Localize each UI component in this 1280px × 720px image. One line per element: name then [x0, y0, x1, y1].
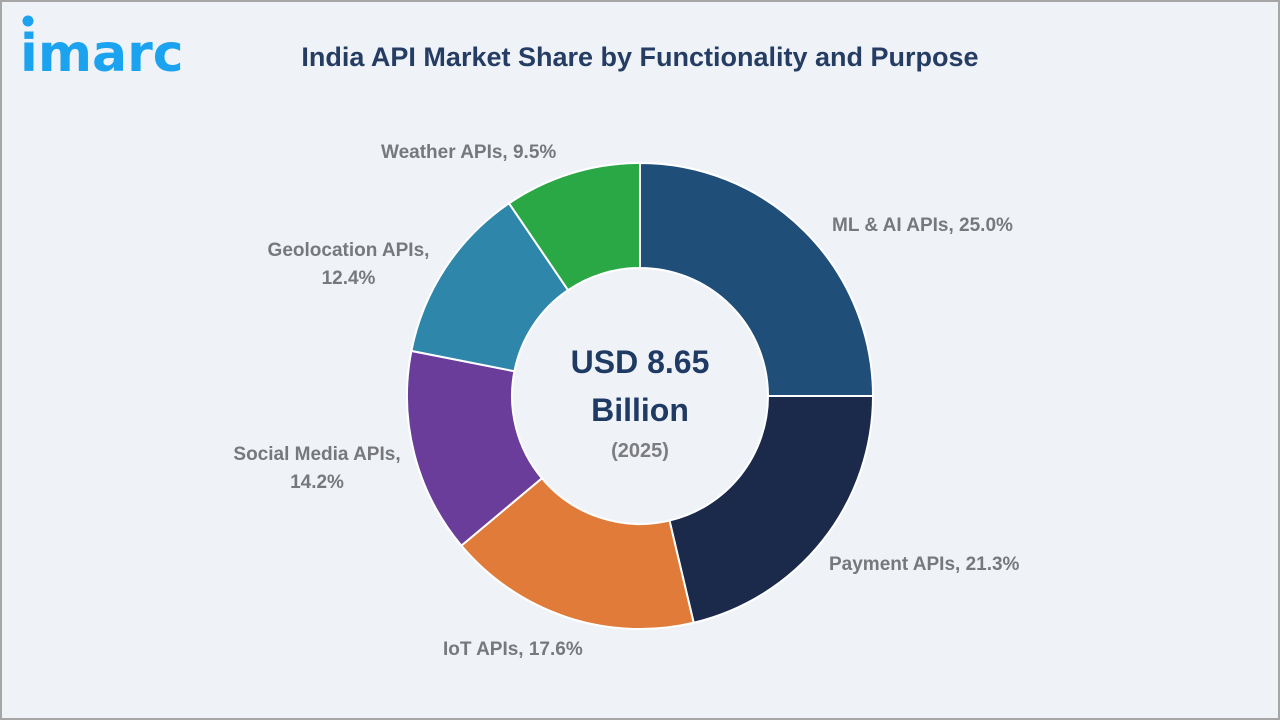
label-geo-line1: Geolocation APIs, — [267, 240, 430, 261]
label-payment-apis: Payment APIs, 21.3% — [829, 554, 1020, 575]
slice-ml-ai-apis — [639, 161, 875, 397]
label-ml-ai-apis: ML & AI APIs, 25.0% — [832, 215, 1013, 236]
imarc-logo-icon: imarc — [20, 15, 184, 78]
center-value-line2: Billion — [591, 392, 689, 428]
slice-iot-apis — [459, 476, 695, 630]
center-year: (2025) — [611, 440, 669, 462]
chart-title-text: India API Market Share by Functionality … — [301, 42, 979, 72]
svg-text:imarc: imarc — [20, 24, 184, 78]
label-social-line1: Social Media APIs, — [233, 444, 401, 465]
center-value-line1: USD 8.65 — [570, 344, 710, 380]
center-total-value: USD 8.65 Billion — [540, 338, 740, 434]
label-social-line2: 14.2% — [290, 472, 344, 493]
slice-payment-apis — [668, 395, 875, 624]
slice-weather-apis — [507, 161, 641, 292]
chart-title: India API Market Share by Functionality … — [0, 42, 1280, 73]
label-geo-line2: 12.4% — [321, 268, 376, 289]
imarc-logo: imarc — [20, 8, 205, 78]
label-iot-apis: IoT APIs, 17.6% — [443, 639, 583, 660]
label-social-media-apis: Social Media APIs, 14.2% — [226, 441, 408, 497]
label-weather-apis: Weather APIs, 9.5% — [381, 142, 557, 163]
label-geolocation-apis: Geolocation APIs, 12.4% — [261, 237, 436, 293]
